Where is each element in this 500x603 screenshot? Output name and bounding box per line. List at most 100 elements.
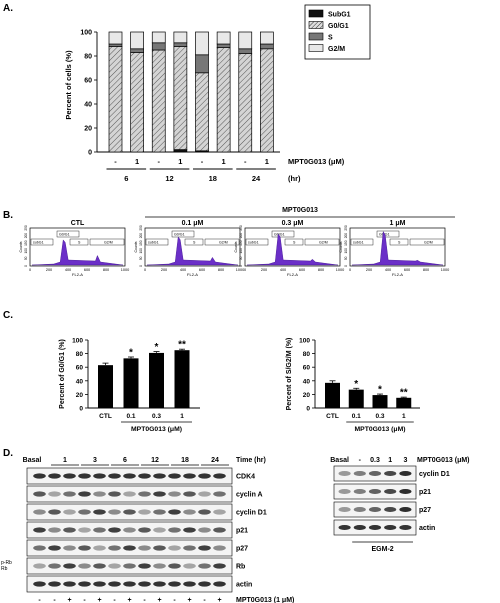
- panel-b-y-tick-label: 150: [139, 240, 143, 246]
- panel-d-blot-band: [108, 563, 121, 569]
- panel-d-blot-band: [63, 563, 76, 569]
- panel-b-x-tick-label: 400: [385, 268, 391, 272]
- panel-d-row-label: cyclin D1: [236, 510, 267, 517]
- panel-d-left-blot: Basal 1 3 6 12 18 24 Time (hr) CDK4 cyclin A cycli…: [1, 457, 294, 603]
- panel-a-treatment-value: 1: [265, 157, 269, 166]
- panel-d-blot-band: [153, 491, 166, 497]
- panel-b-x-axis-label: FL2-A: [72, 272, 83, 277]
- panel-a-bar-segment-g0g1: [173, 46, 188, 150]
- panel-d-blot-band: [63, 581, 76, 587]
- panel-d-blot-band: [138, 527, 151, 533]
- panel-d-blot-band: [108, 527, 121, 533]
- panel-c-right-y-tick-label: 100: [299, 338, 310, 345]
- panel-b-gate-subg1: [30, 238, 54, 246]
- panel-d-blot-band: [48, 581, 61, 587]
- panel-b-gate-label: S: [193, 241, 196, 245]
- panel-b-gate-label: S: [293, 241, 296, 245]
- panel-b-y-axis-label: Counts: [234, 241, 238, 252]
- panel-b-x-tick-label: 400: [65, 268, 71, 272]
- panel-d-right-blot-band: [338, 525, 351, 530]
- panel-d-blot-band: [183, 527, 196, 533]
- panel-d-blot-band: [198, 563, 211, 569]
- panel-d-time-label: Time (hr): [236, 457, 266, 464]
- panel-a-y-tick-label: 60: [84, 78, 92, 85]
- panel-a-bar-segment-g2m: [195, 31, 209, 56]
- panel-b-x-tick-label: 0: [244, 268, 246, 272]
- panel-a-y-tick-label: 0: [88, 150, 92, 157]
- panel-d-treatment-sign: -: [83, 597, 86, 603]
- panel-b-gate-g2m: [89, 238, 125, 246]
- panel-b-y-tick-label: 100: [344, 248, 348, 254]
- panel-d-right-row-label: actin: [419, 525, 435, 532]
- panel-b-gate-label: G2/M: [104, 241, 113, 245]
- panel-d-prb-label: p-Rb: [1, 560, 12, 566]
- panel-a-bar-segment-s: [173, 42, 188, 47]
- panel-d-blot-band: [183, 581, 196, 587]
- panel-a-bar-segment-g0g1: [151, 49, 166, 153]
- panel-b-x-tick-label: 200: [261, 268, 267, 272]
- panel-c-left-significance-mark: *: [155, 342, 159, 353]
- panel-a-treatment-value: -: [158, 157, 161, 166]
- panel-b-histogram-trace: [31, 239, 124, 266]
- panel-b-y-tick-label: 100: [139, 248, 143, 254]
- panel-b-histogram-frame: [349, 227, 446, 267]
- panel-d-row-label: Rb: [236, 564, 245, 571]
- panel-d-blot-band: [63, 491, 76, 497]
- panel-b-gate-s: [389, 238, 409, 246]
- panel-d-blot-band: [78, 527, 91, 533]
- panel-b-gate-g0g1: [171, 230, 195, 238]
- panel-c-right-category-label: 0.1: [352, 413, 361, 420]
- panel-d-right-header: -: [359, 457, 362, 464]
- panel-d-blot-strip: [26, 521, 233, 539]
- panel-b-x-tick-label: 0: [349, 268, 351, 272]
- panel-a-y-tick-label: 20: [84, 126, 92, 133]
- panel-b-y-tick-label: 0: [239, 265, 243, 267]
- panel-d-time-point: 3: [93, 457, 97, 464]
- panel-a-bar-segment-s: [195, 54, 209, 74]
- panel-d-treatment-sign: -: [173, 597, 176, 603]
- panel-d-blot-band: [183, 491, 196, 497]
- panel-c-right-y-tick-label: 40: [303, 378, 311, 385]
- panel-d-blot-band: [78, 581, 91, 587]
- panel-a-time-value: 24: [252, 174, 261, 183]
- panel-d-treatment-sign: -: [113, 597, 116, 603]
- panel-a-bar-segment-g2m: [238, 31, 253, 50]
- panel-a-legend-label: S: [328, 35, 333, 42]
- panel-d-blot-band: [48, 545, 61, 551]
- panel-d-blot-band: [63, 527, 76, 533]
- panel-b-histogram-title: CTL: [71, 220, 85, 227]
- panel-d-blot-band: [123, 509, 136, 515]
- panel-c-right-category-label: CTL: [326, 413, 339, 420]
- panel-b-x-axis-label: FL2-A: [392, 272, 403, 277]
- panel-d-treatment-sign: +: [187, 597, 191, 603]
- panel-d-blot-band: [183, 545, 196, 551]
- panel-d-blot-band: [168, 473, 181, 479]
- panel-c-left-y-tick-label: 0: [79, 406, 83, 413]
- panel-c-left-bar: [149, 352, 164, 408]
- panel-c-bar-charts: 0 20 40 60 80 100 Percent of G0/G1 (%) CTL * 0.1 *…: [59, 338, 420, 433]
- panel-d-row-label: CDK4: [236, 474, 255, 481]
- panel-c-right-bar: [348, 389, 364, 408]
- panel-b-y-tick-label: 250: [239, 225, 243, 231]
- panel-d-right-header: Basal: [330, 457, 349, 464]
- panel-d-blot-band: [168, 491, 181, 497]
- panel-a-bar-segment-g0g1: [260, 48, 274, 153]
- panel-d-right-header: 1: [388, 457, 392, 464]
- panel-a-bar-segment-g2m: [173, 31, 188, 44]
- panel-a-legend-swatch: [308, 9, 324, 18]
- panel-d-blot-band: [198, 527, 211, 533]
- panel-c-right-significance-mark: *: [378, 385, 382, 396]
- panel-c-left-y-axis-label: Percent of G0/G1 (%): [59, 339, 66, 409]
- panel-d-blot-band: [33, 563, 46, 569]
- panel-d-time-point: 12: [151, 457, 159, 464]
- panel-d-blot-band: [93, 509, 106, 515]
- panel-d-blot-band: [108, 491, 121, 497]
- panel-d-blot-band: [213, 491, 226, 497]
- panel-b-gate-label: G0/G1: [59, 233, 70, 237]
- panel-d-blot-band: [78, 491, 91, 497]
- panel-a-legend-label: G2/M: [328, 46, 345, 53]
- panel-d-treatment-sign: -: [38, 597, 41, 603]
- panel-a-legend-swatch: [308, 44, 324, 52]
